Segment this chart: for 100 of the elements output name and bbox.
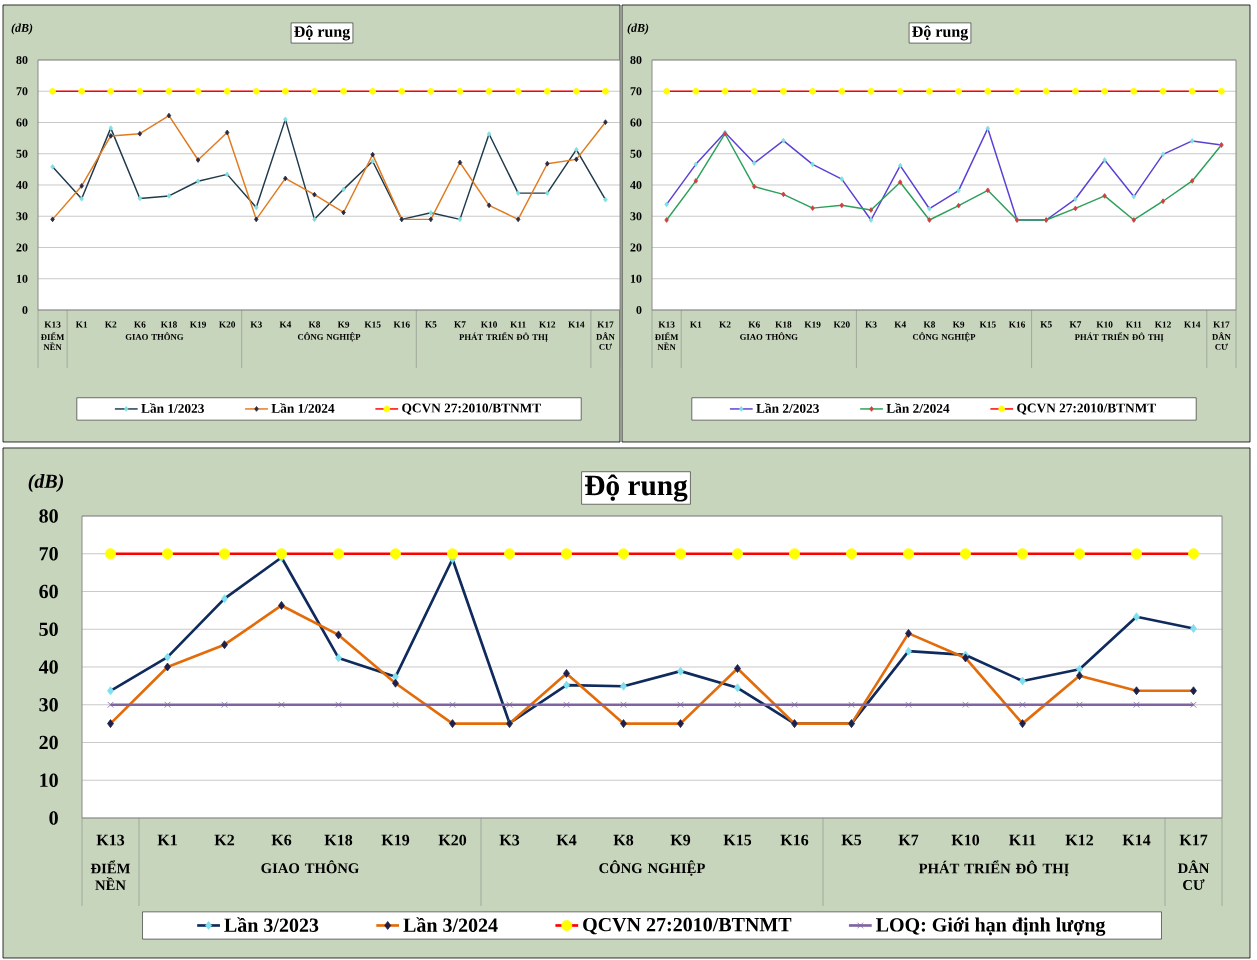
- x-tick-label: K5: [425, 321, 437, 328]
- y-tick-label: 0: [636, 305, 642, 315]
- y-tick-label: 80: [16, 55, 28, 65]
- x-tick-label: K15: [364, 321, 381, 328]
- text: CÔNG NGHIỆP: [912, 332, 976, 342]
- x-tick-label: K7: [454, 321, 466, 328]
- x-tick-label: K19: [804, 321, 821, 328]
- text: GIAO THÔNG: [261, 860, 359, 874]
- legend-label: QCVN 27:2010/BTNMT: [402, 403, 541, 415]
- y-tick-label: 10: [40, 773, 58, 787]
- y-tick-label: 50: [630, 149, 642, 158]
- text: ĐIỂM NỀN: [90, 860, 131, 891]
- legend-label: QCVN 27:2010/BTNMT: [583, 917, 792, 935]
- x-tick-label: K11: [510, 321, 526, 328]
- x-tick-label: K3: [499, 834, 520, 846]
- x-tick-label: K14: [1122, 834, 1151, 846]
- x-tick-label: K4: [279, 321, 292, 328]
- text: ĐIỂM NỀN: [40, 332, 65, 350]
- x-tick-label: K17: [597, 321, 614, 328]
- x-tick-label: K16: [1008, 321, 1026, 328]
- x-tick-label: K5: [1040, 321, 1052, 328]
- text: PHÁT TRIỂN ĐÔ THỊ: [459, 332, 548, 342]
- y-tick-label: 10: [630, 274, 642, 283]
- y-tick-label: 0: [22, 305, 28, 315]
- y-tick-label: 30: [16, 212, 28, 221]
- x-tick-label: K2: [104, 321, 117, 328]
- x-tick-label: K17: [1179, 834, 1208, 846]
- x-tick-label: K13: [96, 834, 125, 846]
- x-tick-label: K3: [250, 321, 262, 328]
- x-tick-label: K15: [979, 321, 996, 328]
- text: GIAO THÔNG: [125, 332, 184, 340]
- y-tick-label: 20: [39, 735, 58, 750]
- x-tick-label: K19: [381, 834, 410, 846]
- x-tick-label: K20: [219, 321, 236, 328]
- y-tick-label: 60: [39, 584, 58, 599]
- x-tick-label: K1: [157, 834, 177, 846]
- x-tick-label: K18: [775, 321, 792, 328]
- y-tick-label: 60: [16, 118, 28, 127]
- text: DÂN CƯ: [1177, 860, 1210, 890]
- text: DÂN CƯ: [596, 332, 615, 350]
- x-tick-label: K1: [75, 321, 88, 328]
- x-tick-label: K16: [780, 834, 809, 846]
- y-tick-label: 50: [39, 622, 58, 636]
- x-tick-label: K4: [894, 321, 906, 328]
- x-tick-label: K17: [1213, 321, 1230, 328]
- x-tick-label: K20: [438, 834, 467, 846]
- x-tick-label: K16: [393, 321, 410, 328]
- x-tick-label: K19: [189, 321, 207, 328]
- x-tick-label: K9: [670, 834, 691, 846]
- y-tick-label: 20: [16, 243, 28, 252]
- x-tick-label: K9: [337, 321, 350, 328]
- x-tick-label: K6: [134, 321, 146, 328]
- x-tick-label: K7: [1069, 321, 1082, 328]
- x-tick-label: K10: [480, 321, 497, 328]
- y-tick-label: 40: [630, 180, 642, 190]
- x-tick-label: K12: [1154, 321, 1171, 328]
- y-axis-title: (dB): [28, 473, 64, 493]
- legend-label: Lần 1/2024: [271, 403, 335, 413]
- text: PHÁT TRIỂN ĐÔ THỊ: [1074, 332, 1164, 342]
- y-tick-label: 60: [630, 118, 642, 127]
- y-tick-label: 10: [16, 274, 28, 283]
- y-tick-label: 20: [630, 243, 642, 252]
- y-tick-label: 70: [39, 547, 58, 561]
- text: CÔNG NGHIỆP: [599, 860, 705, 876]
- x-tick-label: K7: [898, 834, 919, 846]
- y-axis-title: (dB): [627, 23, 649, 35]
- x-tick-label: K13: [658, 321, 675, 328]
- legend-label: QCVN 27:2010/BTNMT: [1017, 403, 1156, 415]
- y-tick-label: 40: [16, 180, 28, 190]
- x-tick-label: K11: [1125, 321, 1142, 328]
- x-tick-label: K15: [723, 834, 752, 846]
- y-tick-label: 30: [39, 698, 58, 712]
- y-axis-title: (dB): [11, 23, 33, 35]
- legend-label: Lần 3/2024: [403, 917, 498, 932]
- legend-label: Lần 2/2024: [886, 403, 950, 413]
- legend-label: Lần 3/2023: [224, 917, 319, 932]
- x-tick-label: K6: [748, 321, 760, 328]
- chart-title: Độ rung: [294, 25, 351, 41]
- x-tick-label: K8: [923, 321, 936, 328]
- y-tick-label: 70: [16, 87, 28, 96]
- y-tick-label: 40: [38, 660, 58, 674]
- x-tick-label: K12: [539, 321, 556, 328]
- text: ĐIỂM NỀN: [655, 332, 679, 350]
- text: DÂN CƯ: [1212, 332, 1231, 350]
- text: PHÁT TRIỂN ĐÔ THỊ: [918, 860, 1069, 877]
- y-tick-label: 30: [630, 212, 642, 221]
- x-tick-label: K8: [308, 321, 321, 328]
- x-tick-label: K3: [865, 321, 877, 328]
- x-tick-label: K20: [833, 321, 850, 328]
- x-tick-label: K8: [613, 834, 634, 846]
- x-tick-label: K12: [1065, 834, 1094, 846]
- x-tick-label: K11: [1008, 834, 1036, 846]
- x-tick-label: K18: [160, 321, 177, 328]
- text: CÔNG NGHIỆP: [297, 332, 361, 342]
- x-tick-label: K18: [324, 834, 353, 846]
- chart-title: Độ rung: [912, 25, 969, 41]
- x-tick-label: K6: [271, 834, 292, 846]
- x-tick-label: K2: [214, 834, 235, 846]
- y-tick-label: 0: [49, 811, 58, 825]
- legend-label: Lần 2/2023: [756, 403, 819, 413]
